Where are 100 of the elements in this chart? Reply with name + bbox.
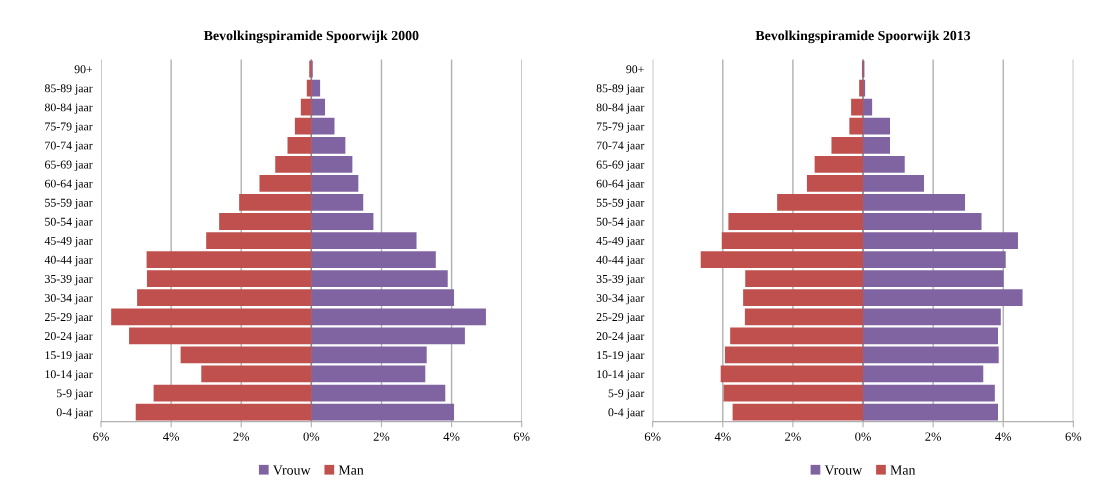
bar	[311, 327, 465, 345]
x-tick-label: 2%	[233, 432, 250, 441]
bar	[743, 289, 864, 307]
bar	[849, 117, 864, 135]
bar	[287, 136, 312, 154]
x-tick-label: 0%	[303, 432, 320, 441]
y-tick-label: 45-49 jaar	[596, 236, 645, 248]
y-tick-label: 45-49 jaar	[44, 236, 93, 248]
bar	[863, 327, 998, 345]
x-tick-label: 0%	[855, 432, 871, 441]
bar	[863, 98, 873, 116]
bar	[700, 251, 864, 268]
bar	[863, 270, 1004, 288]
bar	[311, 175, 359, 192]
bar	[311, 384, 446, 402]
bar	[180, 346, 312, 364]
bar	[851, 98, 864, 116]
bar	[311, 79, 321, 97]
bar	[294, 117, 312, 135]
y-tick-label: 35-39 jaar	[45, 274, 93, 286]
bar	[859, 79, 864, 97]
y-tick-label: 25-29 jaar	[596, 313, 645, 324]
bar	[863, 232, 1018, 249]
y-tick-label: 85-89 jaar	[596, 84, 645, 95]
bar	[219, 213, 312, 230]
bar	[863, 194, 966, 211]
legend-label: Vrouw	[824, 465, 863, 475]
bar	[724, 346, 864, 364]
bar	[146, 270, 312, 288]
chart-title: Bevolkingspiramide Spoorwijk 2013	[755, 30, 971, 44]
y-tick-label: 5-9 jaar	[608, 389, 645, 400]
y-tick-label: 15-19 jaar	[45, 351, 93, 362]
bar	[730, 327, 864, 345]
bar	[863, 346, 999, 364]
y-tick-label: 30-34 jaar	[596, 293, 645, 305]
y-tick-label: 50-54 jaar	[45, 217, 93, 229]
x-tick-label: 2%	[785, 432, 801, 441]
y-tick-label: 25-29 jaar	[45, 313, 93, 324]
bar	[721, 232, 864, 249]
y-tick-label: 35-39 jaar	[596, 274, 645, 286]
bar	[300, 98, 312, 116]
bar	[311, 270, 448, 288]
bar	[863, 365, 984, 383]
bar	[863, 213, 982, 230]
bar	[831, 136, 864, 154]
y-tick-label: 20-24 jaar	[596, 332, 645, 343]
y-tick-label: 40-44 jaar	[596, 255, 645, 267]
x-tick-label: 6%	[644, 432, 661, 441]
bar	[863, 289, 1023, 307]
chart-title: Bevolkingspiramide Spoorwijk 2000	[203, 30, 419, 44]
bar	[863, 175, 925, 192]
bar	[275, 155, 312, 173]
y-tick-label: 30-34 jaar	[45, 293, 93, 305]
y-tick-label: 10-14 jaar	[45, 370, 93, 381]
bar	[311, 194, 364, 211]
bar	[153, 384, 312, 402]
bar	[863, 251, 1006, 268]
y-tick-label: 80-84 jaar	[596, 103, 645, 114]
y-tick-label: 55-59 jaar	[596, 198, 645, 210]
y-tick-label: 5-9 jaar	[56, 389, 93, 400]
bar	[206, 232, 312, 249]
legend-label: Man	[890, 465, 916, 475]
x-tick-label: 4%	[995, 432, 1012, 441]
bar	[311, 136, 346, 154]
y-tick-label: 90+	[74, 65, 93, 74]
bar	[311, 117, 335, 135]
y-tick-label: 60-64 jaar	[45, 179, 93, 190]
bar	[720, 365, 864, 383]
bar	[728, 213, 864, 230]
bar	[201, 365, 312, 383]
bar	[129, 327, 312, 345]
x-tick-label: 4%	[714, 432, 731, 441]
bar	[863, 155, 905, 173]
y-tick-label: 40-44 jaar	[44, 255, 93, 267]
y-tick-label: 70-74 jaar	[596, 141, 645, 152]
x-tick-label: 6%	[513, 432, 530, 441]
y-tick-label: 20-24 jaar	[45, 332, 93, 343]
y-tick-label: 90+	[626, 65, 644, 74]
bar	[806, 175, 864, 192]
x-tick-label: 2%	[373, 432, 390, 441]
y-tick-label: 85-89 jaar	[44, 84, 93, 95]
bar	[745, 270, 864, 288]
bar	[135, 403, 312, 421]
y-tick-label: 0-4 jaar	[56, 408, 93, 419]
bar	[311, 213, 374, 230]
bar	[311, 365, 426, 383]
x-tick-label: 2%	[925, 432, 942, 441]
bar	[863, 384, 995, 402]
bar	[311, 98, 326, 116]
bar	[311, 403, 455, 421]
bar	[723, 384, 864, 402]
y-tick-label: 75-79 jaar	[596, 122, 645, 133]
bar	[863, 308, 1001, 326]
y-tick-label: 70-74 jaar	[45, 141, 93, 152]
bar	[146, 251, 312, 268]
legend-label: Man	[338, 465, 364, 475]
bar	[777, 194, 864, 211]
x-tick-label: 6%	[1065, 432, 1082, 441]
y-tick-label: 60-64 jaar	[596, 179, 645, 190]
y-tick-label: 15-19 jaar	[597, 351, 645, 362]
